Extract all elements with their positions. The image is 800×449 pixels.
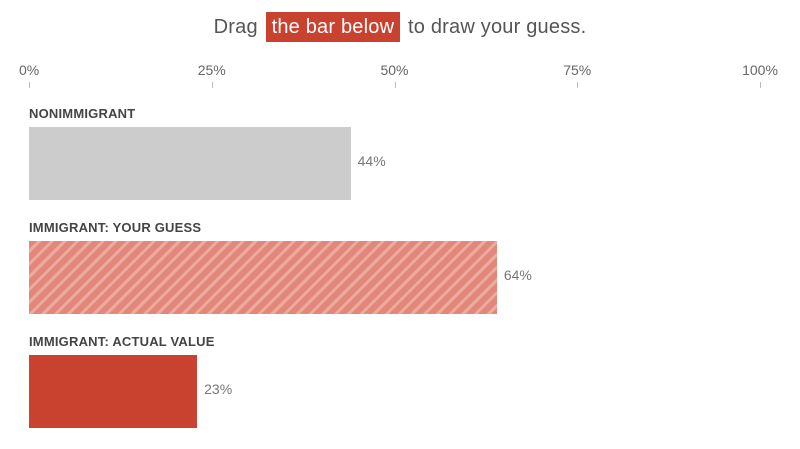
nonimmigrant-bar bbox=[29, 127, 351, 200]
nonimmigrant-label: NONIMMIGRANT bbox=[29, 106, 136, 121]
immigrant-guess-bar[interactable] bbox=[29, 241, 497, 314]
x-tick-label: 50% bbox=[380, 62, 409, 78]
x-tick-mark bbox=[760, 82, 761, 88]
immigrant-actual-bar bbox=[29, 355, 198, 428]
immigrant-actual-value-label: 23% bbox=[204, 381, 233, 397]
x-tick-mark bbox=[577, 82, 579, 88]
instruction-text: Drag the bar below to draw your guess. bbox=[0, 11, 800, 43]
instruction-after: to draw your guess. bbox=[408, 16, 587, 38]
x-tick-label: 0% bbox=[19, 62, 40, 78]
x-axis: 0% 25% 50% 75% 100% bbox=[0, 62, 800, 90]
x-tick-label: 75% bbox=[563, 62, 592, 78]
instruction-before: Drag bbox=[213, 16, 258, 38]
x-tick-label: 25% bbox=[197, 62, 226, 78]
instruction-highlight: the bar below bbox=[265, 12, 401, 42]
x-tick-mark bbox=[211, 82, 213, 88]
immigrant-guess-label: IMMIGRANT: YOUR GUESS bbox=[29, 220, 202, 235]
x-tick-label: 100% bbox=[742, 62, 778, 78]
nonimmigrant-value-label: 44% bbox=[357, 153, 386, 169]
x-tick-mark bbox=[394, 82, 396, 88]
x-tick-mark bbox=[29, 82, 30, 88]
immigrant-guess-value-label: 64% bbox=[503, 267, 532, 283]
immigrant-actual-label: IMMIGRANT: ACTUAL VALUE bbox=[29, 334, 215, 349]
